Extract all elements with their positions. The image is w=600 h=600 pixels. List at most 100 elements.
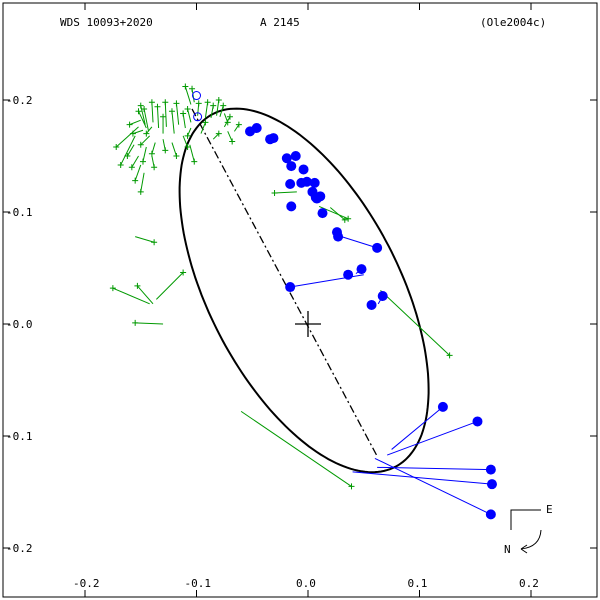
micrometric-residual-line bbox=[126, 144, 135, 157]
interferometric-point bbox=[437, 401, 448, 412]
micrometric-residual-line bbox=[233, 124, 240, 132]
micrometric-point bbox=[132, 319, 139, 326]
micrometric-point bbox=[139, 158, 146, 165]
micrometric-point bbox=[224, 119, 231, 126]
micrometric-residual-line bbox=[182, 135, 189, 148]
micrometric-point bbox=[210, 102, 217, 109]
micrometric-residual-line bbox=[175, 103, 180, 125]
x-tick-label: -0.2 bbox=[73, 577, 100, 590]
interferometric-point bbox=[472, 416, 483, 427]
micrometric-point bbox=[184, 105, 191, 112]
micrometric-residual-line bbox=[171, 111, 175, 134]
micrometric-point bbox=[132, 177, 139, 184]
compass-rotation-arrow bbox=[520, 529, 542, 550]
micrometric-point bbox=[124, 153, 131, 159]
micrometric-residual-line bbox=[274, 191, 297, 194]
micrometric-point bbox=[168, 108, 175, 115]
interferometric-point bbox=[317, 208, 328, 219]
micrometric-point bbox=[191, 158, 198, 165]
interferometric-residual-line bbox=[391, 406, 444, 450]
micrometric-point bbox=[184, 144, 191, 151]
header-center: A 2145 bbox=[260, 16, 300, 29]
micrometric-residual-line bbox=[143, 108, 150, 132]
micrometric-residual-line bbox=[115, 126, 139, 148]
micrometric-residual-line bbox=[135, 322, 164, 325]
interferometric-residual-line bbox=[352, 471, 493, 485]
micrometric-point bbox=[134, 282, 141, 289]
interferometric-point bbox=[245, 126, 256, 137]
micrometric-point bbox=[151, 164, 158, 171]
micrometric-residual-line bbox=[142, 146, 147, 162]
x-tick-label: -0.1 bbox=[185, 577, 212, 590]
interferometric-point bbox=[286, 201, 297, 212]
orbit-ellipse bbox=[178, 107, 430, 474]
micrometric-residual-line bbox=[200, 122, 206, 134]
interferometric-residual-line bbox=[377, 466, 491, 471]
micrometric-residual-line bbox=[219, 105, 224, 117]
y-tick-label: -0.2 bbox=[6, 94, 33, 107]
micrometric-point bbox=[184, 132, 191, 139]
micrometric-point bbox=[135, 108, 142, 115]
micrometric-residual-line bbox=[171, 142, 177, 157]
open-circle-point bbox=[193, 112, 203, 122]
micrometric-point bbox=[154, 103, 161, 110]
interferometric-point bbox=[296, 177, 307, 188]
micrometric-point bbox=[189, 85, 196, 92]
micrometric-residual-line bbox=[140, 135, 151, 146]
micrometric-residual-line bbox=[189, 144, 195, 162]
interferometric-point bbox=[485, 464, 496, 475]
compass-east-arm bbox=[510, 509, 541, 530]
micrometric-point bbox=[173, 153, 180, 159]
interferometric-point bbox=[309, 177, 320, 188]
micrometric-point bbox=[229, 138, 236, 145]
markers bbox=[192, 91, 321, 337]
micrometric-point bbox=[126, 121, 133, 128]
interferometric-point bbox=[290, 151, 301, 161]
micrometric-residual-line bbox=[140, 172, 145, 192]
open-circle-point bbox=[192, 91, 201, 101]
micrometric-residual-line bbox=[112, 287, 150, 305]
micrometric-residual-line bbox=[187, 108, 192, 123]
micrometric-residual-line bbox=[156, 106, 160, 129]
micrometric-point bbox=[137, 102, 144, 109]
micrometric-residual-line bbox=[187, 127, 192, 137]
micrometric-point bbox=[137, 141, 144, 148]
interferometric-point bbox=[372, 242, 383, 253]
micrometric-point bbox=[141, 105, 148, 112]
x-tick-label: 0.0 bbox=[296, 577, 316, 590]
orbit-layer bbox=[178, 107, 430, 474]
compass-north-label: N bbox=[504, 543, 511, 556]
y-tick-label: -0.1 bbox=[6, 206, 33, 219]
micrometric-point bbox=[128, 164, 135, 171]
micrometric-point bbox=[226, 113, 233, 120]
micrometric-point bbox=[180, 269, 187, 276]
header-left: WDS 10093+2020 bbox=[60, 16, 153, 29]
micrometric-residual-line bbox=[120, 135, 136, 166]
interferometric-point bbox=[286, 161, 297, 172]
micrometric-residual-line bbox=[129, 119, 141, 126]
micrometric-point bbox=[215, 130, 222, 137]
interferometric-measures bbox=[245, 123, 497, 520]
interferometric-point bbox=[356, 264, 367, 275]
interferometric-point bbox=[311, 193, 322, 204]
micrometric-residual-line bbox=[145, 126, 153, 134]
micrometric-point bbox=[137, 188, 144, 195]
micrometric-residual-line bbox=[380, 290, 450, 356]
micrometric-point bbox=[109, 285, 116, 292]
micrometric-point bbox=[129, 130, 136, 137]
micrometric-point bbox=[182, 83, 189, 90]
interferometric-residual-line bbox=[374, 457, 492, 515]
micrometric-point bbox=[117, 161, 124, 168]
micrometric-point bbox=[215, 97, 222, 103]
interferometric-point bbox=[285, 282, 296, 293]
micrometric-point bbox=[160, 113, 167, 120]
micrometric-residual-line bbox=[223, 113, 229, 123]
micrometric-point bbox=[173, 100, 180, 107]
micrometric-residual-line bbox=[240, 410, 352, 487]
interferometric-point bbox=[298, 164, 309, 175]
interferometric-residual-line bbox=[341, 236, 378, 249]
micrometric-residual-line bbox=[151, 142, 156, 154]
micrometric-point bbox=[271, 189, 278, 196]
micrometric-point bbox=[113, 144, 120, 151]
